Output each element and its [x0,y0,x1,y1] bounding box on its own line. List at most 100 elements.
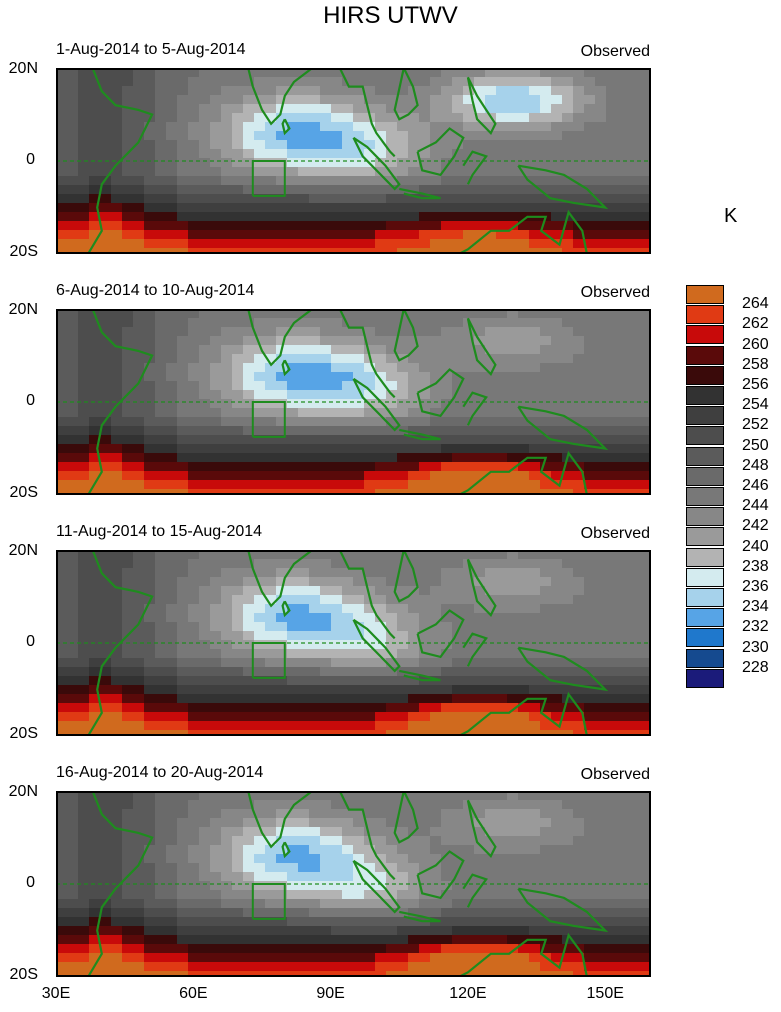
contour-cell [364,577,376,587]
contour-cell [254,703,266,713]
contour-cell [166,827,178,837]
contour-cell [342,309,354,319]
contour-cell [562,818,574,828]
contour-cell [408,176,420,186]
contour-cell [452,962,464,972]
contour-cell [650,221,651,231]
contour-cell [562,604,574,614]
contour-cell [298,95,310,105]
contour-cell [441,845,453,855]
contour-cell [221,881,233,891]
contour-cell [331,827,343,837]
contour-cell [177,926,189,936]
contour-cell [67,881,79,891]
contour-cell [331,800,343,810]
contour-cell [386,845,398,855]
contour-cell [56,345,68,355]
contour-cell [529,149,541,159]
contour-cell [320,471,332,481]
contour-cell [309,685,321,695]
contour-cell [144,649,156,659]
contour-cell [177,327,189,337]
contour-cell [353,953,365,963]
contour-cell [430,336,442,346]
contour-cell [650,230,651,240]
contour-cell [507,408,519,418]
contour-cell [441,327,453,337]
contour-cell [243,176,255,186]
contour-cell [287,953,299,963]
contour-cell [639,899,651,909]
contour-cell [100,381,112,391]
contour-cell [375,248,387,254]
contour-cell [199,568,211,578]
contour-cell [573,435,585,445]
contour-cell [221,640,233,650]
contour-cell [452,872,464,882]
contour-cell [518,327,530,337]
contour-cell [243,863,255,873]
contour-cell [595,622,607,632]
contour-cell [562,658,574,668]
contour-cell [430,703,442,713]
contour-cell [199,86,211,96]
contour-cell [529,667,541,677]
contour-cell [485,248,497,254]
contour-cell [386,435,398,445]
contour-cell [111,462,123,472]
contour-cell [441,935,453,945]
contour-cell [287,694,299,704]
contour-cell [199,417,211,427]
contour-cell [243,194,255,204]
contour-cell [474,800,486,810]
contour-cell [650,721,651,731]
contour-cell [507,86,519,96]
contour-cell [364,550,376,560]
contour-cell [342,854,354,864]
contour-cell [430,845,442,855]
contour-cell [430,791,442,801]
contour-cell [496,167,508,177]
contour-cell [463,881,475,891]
contour-cell [122,239,134,249]
contour-cell [298,176,310,186]
contour-cell [78,712,90,722]
contour-cell [232,890,244,900]
contour-cell [584,649,596,659]
contour-cell [474,935,486,945]
contour-cell [331,471,343,481]
contour-cell [628,872,640,882]
contour-cell [254,194,266,204]
contour-cell [78,667,90,677]
contour-cell [309,809,321,819]
contour-cell [408,435,420,445]
contour-cell [518,881,530,891]
contour-cell [452,212,464,222]
contour-cell [386,381,398,391]
contour-cell [89,685,101,695]
contour-cell [89,703,101,713]
contour-cell [309,327,321,337]
panel-label-3: Observed [580,525,650,542]
contour-cell [122,381,134,391]
contour-cell [276,899,288,909]
contour-cell [386,800,398,810]
contour-cell [133,86,145,96]
contour-cell [529,318,541,328]
contour-cell [188,408,200,418]
contour-cell [331,971,343,977]
contour-cell [419,845,431,855]
contour-cell [562,158,574,168]
contour-cell [210,345,222,355]
contour-cell [100,809,112,819]
contour-cell [254,818,266,828]
contour-cell [584,221,596,231]
contour-cell [364,854,376,864]
coastline [338,68,396,158]
contour-cell [639,381,651,391]
contour-cell [144,426,156,436]
contour-cell [133,77,145,87]
contour-cell [67,559,79,569]
contour-cell [100,149,112,159]
contour-cell [254,595,266,605]
